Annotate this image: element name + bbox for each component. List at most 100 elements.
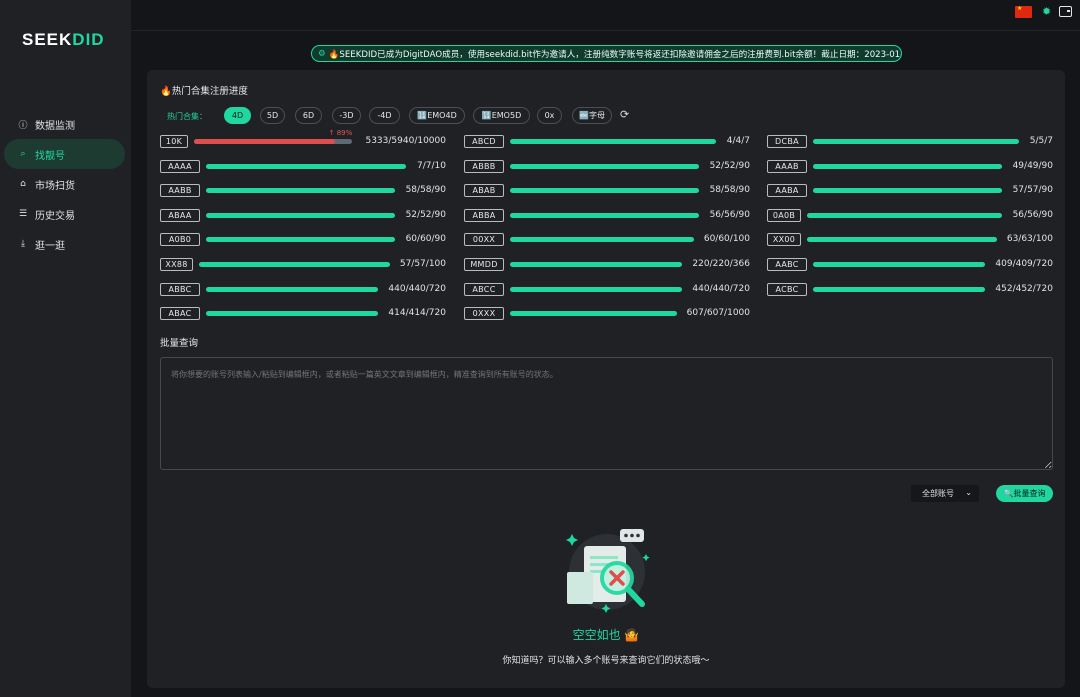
progress-fill: [510, 286, 683, 292]
list-icon: ☰: [18, 209, 28, 219]
main-panel: 🔥热门合集注册进度 热门合集： 4D 5D 6D -3D -4D 🔢EMO4D 🔢EMO5D…: [147, 70, 1065, 688]
sun-icon[interactable]: ✹: [1042, 5, 1052, 18]
progress-fill: [199, 262, 390, 267]
progress-fill: [510, 237, 694, 243]
progress-fill: [807, 237, 997, 243]
collection-tag[interactable]: DCBA: [767, 135, 807, 148]
collection-tag[interactable]: MMDD: [464, 258, 504, 271]
china-flag-icon[interactable]: ★: [1015, 5, 1032, 18]
collection-count: 52/52/90: [405, 209, 446, 220]
collection-tag[interactable]: ABBA: [464, 208, 504, 222]
collection-tag[interactable]: 0XXX: [464, 307, 504, 321]
collection-count: 60/60/90: [405, 234, 446, 245]
batch-query-title: 批量查询: [160, 338, 199, 349]
settings-gear-icon: ⚙: [318, 48, 326, 59]
collection-tag[interactable]: ABBB: [464, 159, 504, 173]
account-filter-value: 全部账号: [922, 489, 954, 498]
collection-tag[interactable]: ABBC: [160, 282, 200, 296]
sidebar-item-1[interactable]: ⌕ 找靓号: [4, 139, 125, 169]
collection-count: 440/440/720: [692, 283, 750, 294]
collection-tag[interactable]: XX88: [160, 258, 193, 271]
collection-chip[interactable]: 0x: [537, 107, 562, 124]
collection-count: 220/220/366: [692, 259, 750, 269]
collection-chip[interactable]: -4D: [369, 107, 400, 124]
collection-chip[interactable]: 🔤字母: [572, 107, 612, 124]
sidebar-item-2[interactable]: ⌂ 市场扫货: [4, 169, 125, 199]
sidebar-item-3[interactable]: ☰ 历史交易: [4, 199, 125, 229]
collection-count: 409/409/720: [995, 259, 1053, 269]
collection-count: 56/56/90: [709, 209, 750, 220]
progress-fill: [510, 262, 683, 267]
collection-count: 7/7/10: [417, 160, 446, 171]
sidebar-item-0[interactable]: ⓘ 数据监测: [4, 109, 125, 139]
collection-chip[interactable]: 🔢EMO5D: [473, 107, 530, 124]
sidebar: SEEKDID ⓘ 数据监测 ⌕ 找靓号 ⌂ 市场扫货 ☰ 历史交易 ⤓ 逛一逛: [0, 0, 131, 697]
collection-count: 4/4/7: [726, 136, 750, 146]
progress-fill: [510, 163, 700, 169]
collection-count: 49/49/90: [1012, 160, 1053, 171]
download-icon: ⤓: [21, 239, 25, 249]
collection-tag[interactable]: 10K: [160, 135, 188, 148]
search-icon: ⌕: [20, 149, 26, 159]
collection-count: 5333/5940/10000: [365, 136, 446, 146]
collection-tag[interactable]: AAAA: [160, 159, 200, 173]
collection-tag[interactable]: 00XX: [464, 233, 504, 247]
collection-count: 607/607/1000: [686, 308, 750, 319]
progress-fill: [813, 139, 1019, 144]
collection-chip[interactable]: -3D: [332, 107, 361, 124]
collection-tag[interactable]: ACBC: [767, 282, 807, 296]
refresh-icon[interactable]: ⟳: [620, 108, 630, 121]
progress-fill: [510, 311, 677, 317]
collection-count: 57/57/90: [1012, 185, 1053, 196]
collection-count: 57/57/100: [399, 259, 446, 269]
collection-count: 58/58/90: [709, 185, 750, 196]
collection-tag[interactable]: AABC: [767, 258, 807, 271]
banner-text: 🔥SEEKDID已成为DigitDAO成员，使用seekdid.bit作为邀请人…: [328, 49, 902, 60]
collection-count: 5/5/7: [1029, 136, 1053, 146]
hot-collections-title: 🔥热门合集注册进度: [160, 86, 248, 97]
progress-fill: [510, 212, 700, 218]
collection-chip[interactable]: 🔢EMO4D: [409, 107, 465, 124]
progress-fill: [206, 188, 396, 194]
collection-tag[interactable]: 0A0B: [767, 208, 801, 222]
collection-count: 52/52/90: [709, 160, 750, 171]
collection-tag[interactable]: AABB: [160, 184, 200, 198]
wallet-icon[interactable]: [1059, 6, 1072, 17]
collection-tag[interactable]: XX00: [767, 233, 801, 247]
progress-fill: [206, 237, 396, 243]
account-filter-select[interactable]: 全部账号 ⌄: [911, 485, 979, 502]
collection-chip[interactable]: 4D: [224, 107, 251, 124]
collection-chip[interactable]: 5D: [260, 107, 285, 124]
logo-text-did: DID: [72, 30, 105, 49]
collection-tag[interactable]: A0B0: [160, 233, 200, 247]
progress-fill: [206, 311, 379, 317]
progress-fill: [194, 139, 335, 144]
progress-fill: [807, 212, 1003, 218]
progress-percent: ↑ 89%: [328, 129, 353, 137]
batch-query-input[interactable]: [160, 357, 1053, 470]
logo[interactable]: SEEKDID: [22, 30, 105, 50]
collection-tag[interactable]: ABAC: [160, 307, 200, 321]
sidebar-item-label: 找靓号: [35, 150, 65, 162]
collection-tag[interactable]: ABCD: [464, 135, 504, 148]
batch-query-button[interactable]: 🔍批量查询: [996, 485, 1053, 502]
collection-tag[interactable]: ABAA: [160, 208, 200, 222]
progress-fill: [813, 262, 986, 267]
sidebar-item-label: 数据监测: [35, 120, 75, 132]
shop-icon: ⌂: [20, 179, 26, 189]
progress-fill: [206, 163, 407, 169]
collection-tag[interactable]: AAAB: [767, 159, 807, 173]
empty-search-illustration: [566, 529, 650, 613]
progress-fill: [813, 188, 1003, 194]
collection-chip[interactable]: 6D: [295, 107, 322, 124]
collection-tag[interactable]: ABAB: [464, 184, 504, 198]
empty-state-subtitle: 你知道吗？可以输入多个账号来查询它们的状态哦～: [502, 656, 710, 666]
sidebar-item-label: 市场扫货: [35, 180, 75, 192]
collection-count: 56/56/90: [1012, 209, 1053, 220]
collection-count: 452/452/720: [995, 283, 1053, 294]
sidebar-item-4[interactable]: ⤓ 逛一逛: [4, 229, 125, 259]
info-icon: ⓘ: [18, 120, 28, 131]
collection-tag[interactable]: ABCC: [464, 282, 504, 296]
collection-count: 440/440/720: [388, 283, 446, 294]
collection-tag[interactable]: AABA: [767, 184, 807, 198]
